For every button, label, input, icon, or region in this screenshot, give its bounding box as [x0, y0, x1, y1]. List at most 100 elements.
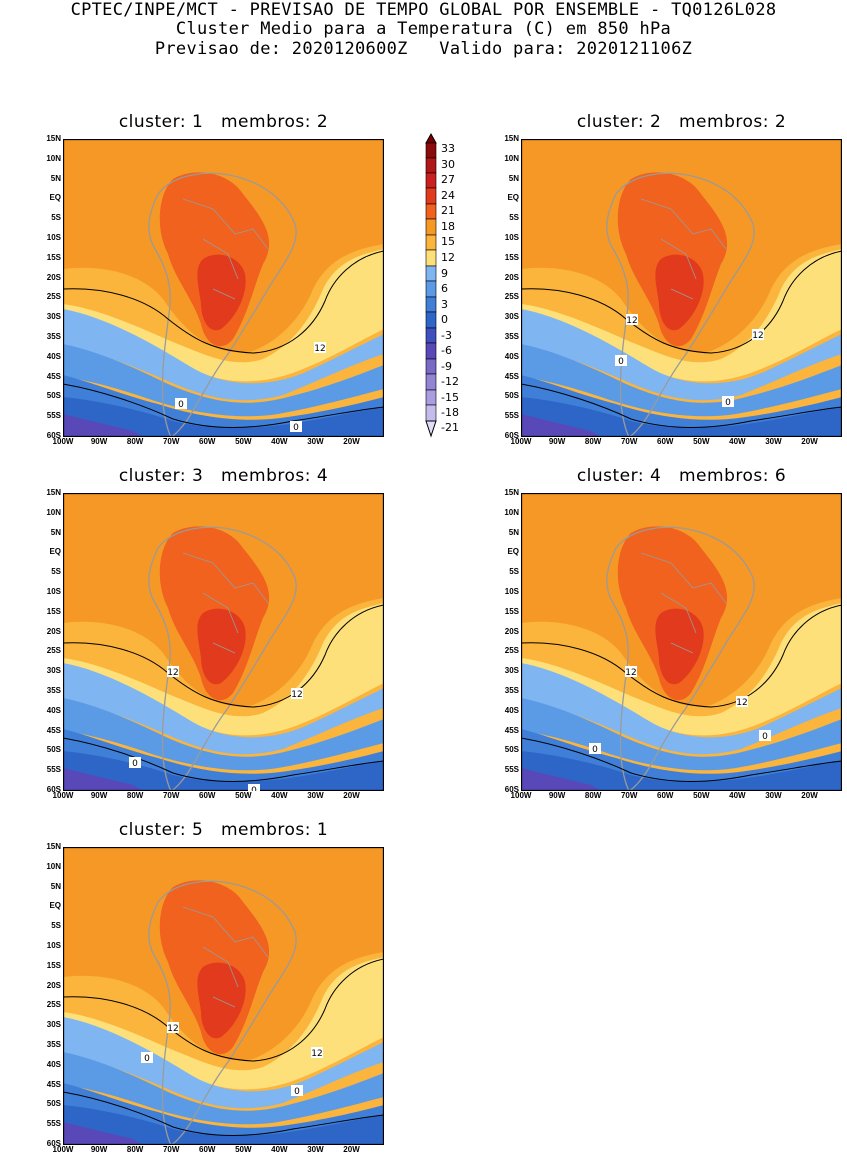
lat-tick-label: 50S: [46, 391, 61, 401]
lon-tick-label: 50W: [693, 437, 710, 446]
lat-tick-label: 25S: [46, 292, 61, 302]
lon-tick-label: 80W: [126, 1145, 144, 1154]
colorbar-label: 3: [441, 298, 448, 311]
lat-tick-label: 60S: [504, 431, 519, 440]
lon-tick-label: 60W: [657, 437, 674, 446]
lat-tick-label: 35S: [46, 1040, 61, 1049]
svg-text:0: 0: [725, 398, 731, 408]
lon-tick-label: 100W: [52, 437, 74, 446]
colorbar-bin-24: [425, 187, 437, 205]
lat-tick-label: 35S: [504, 686, 519, 695]
lon-tick-label: 60W: [199, 1145, 216, 1154]
contour-label: 12: [167, 1022, 179, 1034]
lat-tick-label: EQ: [49, 193, 61, 203]
contour-label: 0: [291, 1085, 303, 1097]
lat-tick-label: 15N: [46, 488, 61, 497]
lat-tick-label: 30S: [504, 312, 519, 322]
lon-tick-label: 40W: [729, 791, 746, 800]
contour-label: 12: [314, 342, 326, 354]
colorbar-bin-m9: [425, 358, 437, 375]
colorbar-label: -12: [441, 375, 459, 388]
lat-tick-label: 40S: [46, 351, 61, 361]
colorbar-label: -9: [441, 360, 452, 373]
lat-tick-label: 20S: [46, 626, 61, 636]
colorbar-top-arrow: [425, 132, 437, 144]
lat-tick-label: 15S: [46, 606, 61, 616]
lat-tick-label: 55S: [504, 411, 519, 421]
header-line-2: Cluster Medio para a Temperatura (C) em …: [175, 19, 672, 39]
lon-tick-label: 60W: [199, 437, 216, 446]
lat-tick-label: 25S: [504, 292, 519, 302]
lat-tick-label: 45S: [504, 371, 519, 381]
lon-tick-label: 70W: [620, 437, 638, 446]
lat-tick-label: 55S: [46, 1119, 61, 1129]
colorbar-label: 21: [441, 204, 455, 217]
svg-text:12: 12: [167, 668, 178, 678]
lat-tick-label: 10S: [46, 587, 61, 596]
svg-text:0: 0: [178, 400, 184, 410]
lon-tick-label: 40W: [271, 791, 288, 800]
lat-tick-label: 10S: [46, 233, 61, 242]
colorbar-label: 9: [441, 267, 448, 280]
lat-tick-label: 10N: [46, 153, 61, 163]
lon-tick-label: 90W: [90, 791, 108, 800]
panel-title: cluster: 2 membros: 2: [576, 112, 787, 132]
lat-tick-label: 30S: [46, 1020, 61, 1030]
lat-tick-label: 40S: [504, 705, 519, 715]
lat-tick-label: 5S: [509, 567, 519, 577]
lat-tick-label: 5S: [51, 567, 61, 577]
colorbar-bin-m15: [425, 389, 437, 406]
lon-tick-label: 20W: [801, 791, 818, 800]
lat-tick-label: 60S: [46, 431, 61, 440]
lat-tick-label: 5N: [508, 173, 519, 183]
lon-tick-label: 70W: [162, 1145, 180, 1154]
lat-tick-label: 50S: [46, 1099, 61, 1109]
lat-tick-label: 15N: [46, 134, 61, 143]
colorbar-bin-m6: [425, 342, 437, 360]
header-line-3: Previsao de: 2020120600Z Valido para: 20…: [154, 39, 693, 59]
contour-label: 0: [248, 784, 260, 791]
contour-label: 0: [589, 743, 601, 755]
lat-tick-label: 15N: [504, 134, 519, 143]
panel-title: cluster: 3 membros: 4: [118, 466, 329, 486]
lat-tick-label: 5N: [50, 173, 61, 183]
lon-tick-label: 80W: [584, 437, 602, 446]
lon-tick-label: 20W: [801, 437, 818, 446]
colorbar-label: 27: [441, 173, 455, 186]
colorbar-bin-m12: [425, 373, 437, 391]
lat-tick-label: 20S: [46, 272, 61, 282]
lat-tick-label: 35S: [46, 686, 61, 695]
lat-tick-label: EQ: [49, 547, 61, 557]
colorbar-label: 6: [441, 282, 448, 295]
colorbar-label: 33: [441, 142, 455, 155]
temperature-map: 12 12 0 0: [521, 139, 842, 437]
colorbar-bin-3: [425, 296, 437, 313]
svg-text:12: 12: [291, 690, 302, 700]
lat-tick-label: 15N: [504, 488, 519, 497]
colorbar-label: -21: [441, 421, 459, 434]
contour-label: 0: [129, 757, 141, 769]
temperature-map: 12 12 0 0: [521, 493, 842, 791]
lat-tick-label: 25S: [46, 646, 61, 656]
contour-label: 12: [752, 329, 764, 341]
colorbar-label: 0: [441, 313, 448, 326]
lat-tick-label: 10N: [46, 507, 61, 517]
contour-label: 12: [291, 688, 303, 700]
lat-tick-label: 15S: [46, 252, 61, 262]
lon-tick-label: 20W: [343, 437, 360, 446]
lon-tick-label: 70W: [620, 791, 638, 800]
colorbar-bin-33: [425, 142, 437, 159]
lat-tick-label: 10S: [46, 941, 61, 950]
colorbar-label: 30: [441, 158, 455, 171]
lat-tick-label: 55S: [46, 765, 61, 775]
panel-title: cluster: 4 membros: 6: [576, 466, 787, 486]
header-line-1: CPTEC/INPE/MCT - PREVISAO DE TEMPO GLOBA…: [70, 0, 777, 20]
lat-tick-label: 40S: [46, 1059, 61, 1069]
lat-tick-label: 55S: [46, 411, 61, 421]
lon-tick-label: 30W: [307, 1145, 324, 1154]
lon-tick-label: 80W: [126, 437, 144, 446]
lon-tick-label: 40W: [271, 1145, 288, 1154]
colorbar-label: -15: [441, 391, 459, 404]
lat-tick-label: 5S: [51, 213, 61, 223]
lat-tick-label: 35S: [504, 332, 519, 341]
